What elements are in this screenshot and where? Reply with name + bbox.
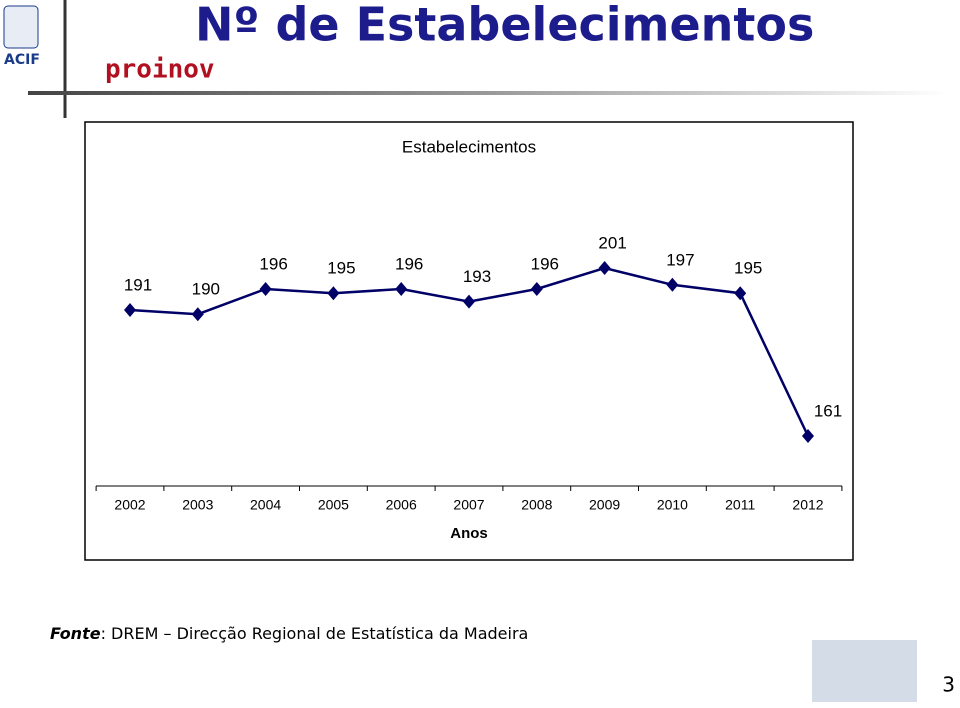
x-tick-label: 2008 bbox=[521, 497, 552, 513]
data-label: 197 bbox=[666, 250, 694, 269]
point-marker bbox=[734, 286, 747, 301]
page-number: 3 bbox=[942, 673, 955, 697]
data-label: 193 bbox=[463, 267, 491, 286]
data-label: 201 bbox=[598, 233, 626, 252]
logo-acif: ACIF bbox=[4, 52, 40, 68]
chart-frame bbox=[84, 121, 854, 561]
point-marker bbox=[463, 294, 475, 309]
page-title: Nº de Estabelecimentos bbox=[195, 0, 814, 52]
x-tick-label: 2002 bbox=[114, 497, 145, 513]
point-marker bbox=[191, 307, 204, 322]
x-tick-label: 2012 bbox=[792, 497, 823, 513]
logo-crest bbox=[3, 5, 39, 49]
source-label: Fonte bbox=[50, 624, 101, 643]
data-label: 196 bbox=[259, 254, 287, 273]
data-label: 161 bbox=[814, 401, 842, 420]
point-marker bbox=[124, 303, 136, 317]
header-rule-h bbox=[28, 91, 948, 95]
logo-proinov: proinov bbox=[105, 55, 215, 85]
data-label: 195 bbox=[734, 259, 762, 278]
data-label: 190 bbox=[192, 280, 220, 299]
x-tick-label: 2010 bbox=[657, 497, 688, 513]
x-tick-label: 2009 bbox=[589, 497, 620, 513]
x-tick-label: 2006 bbox=[386, 497, 417, 513]
point-marker bbox=[802, 429, 814, 443]
x-tick-label: 2004 bbox=[250, 497, 281, 513]
point-marker bbox=[666, 277, 679, 292]
point-marker bbox=[327, 286, 340, 301]
plot: 2002 2003 2004 2005 2006 2007 2008 2009 2010 2011… bbox=[95, 233, 843, 513]
chart-title: Estabelecimentos bbox=[402, 137, 536, 156]
x-tick-label: 2003 bbox=[182, 497, 213, 513]
data-label: 191 bbox=[124, 275, 152, 294]
x-tick-label: 2005 bbox=[318, 497, 349, 513]
data-label: 195 bbox=[327, 259, 355, 278]
footer-image bbox=[812, 640, 917, 702]
data-label: 196 bbox=[395, 254, 423, 273]
x-tick-label: 2011 bbox=[725, 497, 755, 513]
point-marker bbox=[598, 261, 611, 275]
source: Fonte: DREM – Direcção Regional de Estat… bbox=[50, 624, 528, 643]
point-marker bbox=[395, 282, 408, 296]
data-label: 196 bbox=[531, 254, 559, 273]
x-tick-label: 2007 bbox=[453, 497, 484, 513]
x-axis-label: Anos bbox=[450, 525, 488, 542]
source-text: : DREM – Direcção Regional de Estatístic… bbox=[101, 624, 529, 643]
point-marker bbox=[530, 282, 543, 296]
point-marker bbox=[259, 282, 272, 296]
